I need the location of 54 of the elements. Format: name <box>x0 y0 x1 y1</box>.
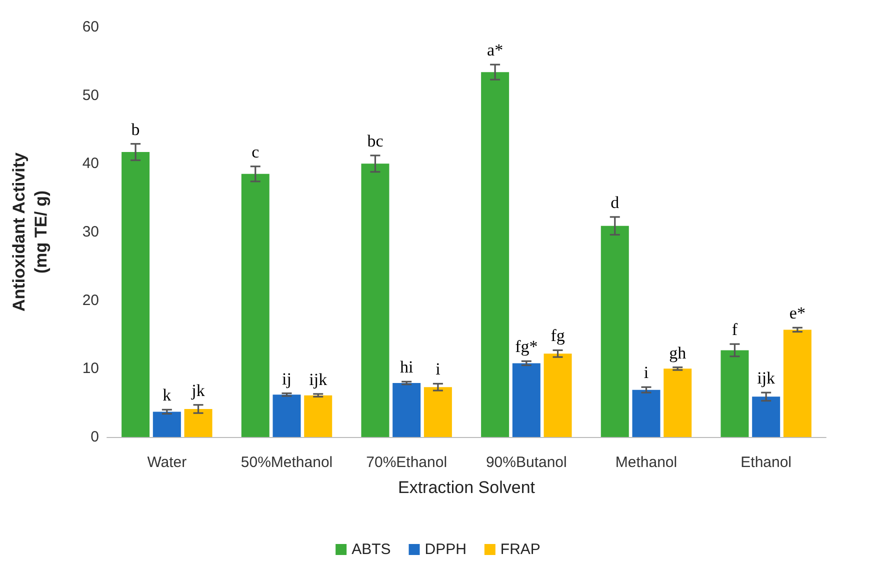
data-label: k <box>162 386 172 405</box>
data-label: ij <box>282 369 292 388</box>
x-axis-title: Extraction Solvent <box>398 478 536 497</box>
data-label: b <box>131 120 140 139</box>
data-label: c <box>252 142 260 162</box>
bar <box>632 390 660 437</box>
bar <box>544 354 572 437</box>
data-label: fg* <box>515 337 538 356</box>
data-label: i <box>436 360 441 379</box>
data-label: e* <box>789 304 806 323</box>
y-tick-label: 60 <box>82 18 99 36</box>
data-label: f <box>732 320 738 340</box>
data-label: ijk <box>757 368 776 388</box>
y-tick-label: 40 <box>82 155 99 172</box>
y-tick-label: 20 <box>82 292 99 309</box>
data-label: a* <box>487 40 504 60</box>
data-label: fg <box>550 326 566 346</box>
x-tick-label: Methanol <box>615 454 678 471</box>
legend-label: FRAP <box>500 541 540 558</box>
x-tick-label: 90%Butanol <box>486 454 567 471</box>
data-label: gh <box>669 343 687 362</box>
bar <box>304 395 332 437</box>
bar <box>783 330 812 437</box>
bar <box>152 412 181 437</box>
data-label: bc <box>367 131 384 150</box>
legend-label: DPPH <box>424 541 466 558</box>
x-tick-label: Water <box>147 454 187 471</box>
bar <box>600 226 629 437</box>
bar <box>241 174 270 437</box>
bar <box>752 396 780 437</box>
data-label: hi <box>400 358 414 377</box>
x-tick-label: 70%Ethanol <box>366 454 448 471</box>
data-label: jk <box>190 380 206 400</box>
y-tick-label: 50 <box>82 86 99 104</box>
bar <box>392 383 421 437</box>
bar <box>512 363 540 437</box>
bar <box>720 350 749 437</box>
bar <box>424 387 452 437</box>
data-label: ijk <box>309 370 328 389</box>
data-label: d <box>610 192 620 212</box>
y-tick-label: 10 <box>82 360 99 378</box>
bar <box>361 164 390 437</box>
bar <box>272 394 301 437</box>
bar <box>481 72 510 437</box>
data-label: i <box>644 363 649 382</box>
bar <box>122 152 150 437</box>
x-tick-label: Ethanol <box>740 454 792 471</box>
y-axis-title: Antioxidant Activity (mg TE/ g) <box>10 152 50 312</box>
x-tick-label: 50%Methanol <box>240 454 333 471</box>
legend-label: ABTS <box>352 541 391 558</box>
y-tick-label: 0 <box>90 428 99 446</box>
bar <box>184 408 212 437</box>
y-tick-label: 30 <box>82 224 99 240</box>
bar <box>664 368 692 437</box>
